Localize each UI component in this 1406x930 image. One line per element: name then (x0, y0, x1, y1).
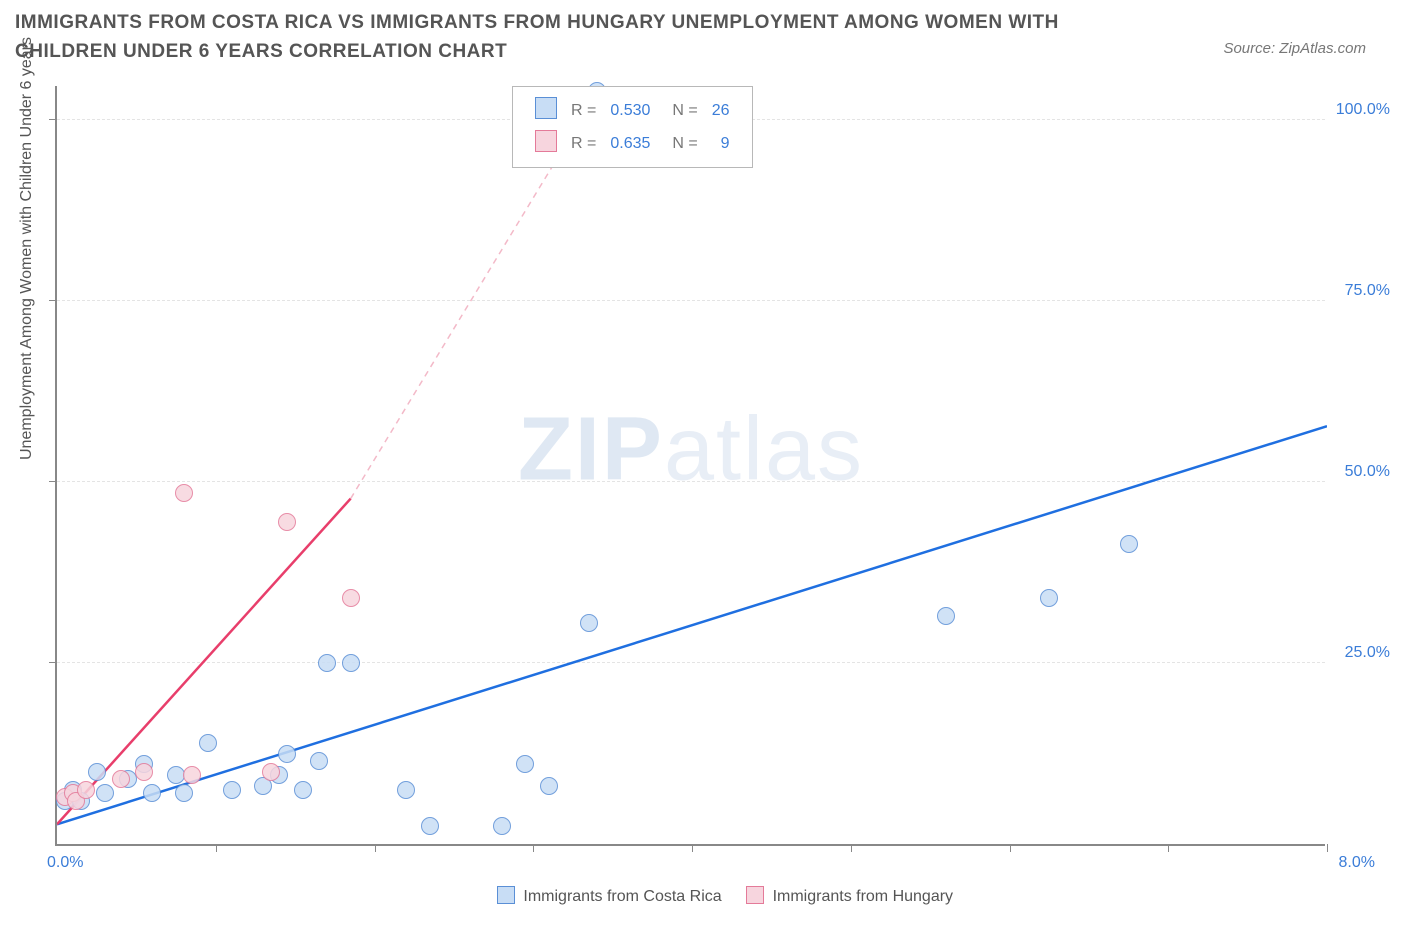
x-axis-min-label: 0.0% (47, 854, 83, 872)
legend-swatch-costa-rica (535, 97, 557, 119)
data-point (1120, 535, 1138, 553)
y-tick-label: 50.0% (1345, 463, 1390, 481)
n-value-b: 9 (706, 128, 736, 159)
r-label-b: R = (565, 128, 602, 159)
data-point (143, 784, 161, 802)
legend-row-costa-rica: R = 0.530 N = 26 (529, 95, 736, 126)
x-tick (1327, 844, 1328, 852)
r-value-a: 0.530 (604, 95, 656, 126)
data-point (112, 770, 130, 788)
data-point (262, 763, 280, 781)
y-tick (49, 662, 57, 663)
plot-area: ZIPatlas R = 0.530 N = 26 R = 0.635 N = … (55, 86, 1325, 846)
n-label-b: N = (658, 128, 703, 159)
chart-title: IMMIGRANTS FROM COSTA RICA VS IMMIGRANTS… (15, 8, 1095, 67)
data-point (937, 607, 955, 625)
data-point (310, 752, 328, 770)
legend-bottom: Immigrants from Costa Rica Immigrants fr… (55, 886, 1375, 906)
data-point (96, 784, 114, 802)
data-point (580, 614, 598, 632)
data-point (318, 654, 336, 672)
data-point (175, 484, 193, 502)
x-axis-max-label: 8.0% (1339, 854, 1375, 872)
y-tick-label: 25.0% (1345, 644, 1390, 662)
legend-swatch-hungary (535, 130, 557, 152)
data-point (294, 781, 312, 799)
r-value-b: 0.635 (604, 128, 656, 159)
data-point (183, 766, 201, 784)
y-tick-label: 75.0% (1345, 282, 1390, 300)
data-point (421, 817, 439, 835)
legend-label-costa-rica: Immigrants from Costa Rica (523, 888, 721, 905)
y-tick-label: 100.0% (1336, 101, 1390, 119)
legend-swatch-hungary-bottom (746, 886, 764, 904)
legend-swatch-costa-rica-bottom (497, 886, 515, 904)
correlation-chart: ZIPatlas R = 0.530 N = 26 R = 0.635 N = … (55, 86, 1375, 876)
trend-lines (57, 86, 1327, 846)
data-point (88, 763, 106, 781)
n-label-a: N = (658, 95, 703, 126)
data-point (135, 763, 153, 781)
data-point (516, 755, 534, 773)
data-point (342, 654, 360, 672)
data-point (493, 817, 511, 835)
data-point (342, 589, 360, 607)
legend-label-hungary: Immigrants from Hungary (773, 888, 954, 905)
data-point (397, 781, 415, 799)
legend-stats: R = 0.530 N = 26 R = 0.635 N = 9 (512, 86, 753, 168)
legend-row-hungary: R = 0.635 N = 9 (529, 128, 736, 159)
r-label-a: R = (565, 95, 602, 126)
n-value-a: 26 (706, 95, 736, 126)
source-label: Source: ZipAtlas.com (1223, 40, 1366, 57)
y-tick (49, 300, 57, 301)
data-point (77, 781, 95, 799)
data-point (540, 777, 558, 795)
data-point (223, 781, 241, 799)
data-point (278, 513, 296, 531)
y-axis-title: Unemployment Among Women with Children U… (18, 37, 36, 460)
data-point (278, 745, 296, 763)
y-tick (49, 481, 57, 482)
y-tick (49, 119, 57, 120)
data-point (175, 784, 193, 802)
data-point (199, 734, 217, 752)
data-point (1040, 589, 1058, 607)
